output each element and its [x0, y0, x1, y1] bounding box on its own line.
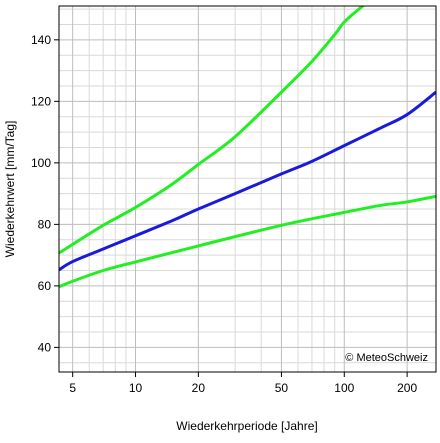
x-tick-label: 5	[69, 381, 76, 395]
y-tick-label: 140	[31, 33, 51, 47]
y-tick-label: 40	[38, 340, 52, 354]
y-tick-label: 80	[38, 217, 52, 231]
y-tick-label: 100	[31, 156, 51, 170]
y-tick-label: 120	[31, 94, 51, 108]
copyright-annotation: © MeteoSchweiz	[345, 352, 428, 364]
lower-curve	[59, 194, 436, 289]
x-tick-label: 10	[129, 381, 143, 395]
x-axis: 5 10 20 50 100 200	[69, 372, 417, 395]
x-tick-label: 50	[275, 381, 289, 395]
x-tick-label: 200	[397, 381, 417, 395]
y-axis: 40 60 80 100 120 140	[31, 33, 59, 354]
upper-curve	[59, 6, 366, 255]
minor-grid	[59, 6, 436, 372]
x-tick-label: 20	[192, 381, 206, 395]
estimate-curve	[59, 90, 436, 272]
x-axis-title: Wiederkehrperiode [Jahre]	[176, 419, 317, 433]
y-axis-title: Wiederkehrwert [mm/Tag]	[3, 121, 17, 258]
x-tick-label: 100	[334, 381, 354, 395]
plot-frame	[58, 5, 437, 373]
major-grid	[59, 6, 436, 372]
y-tick-label: 60	[38, 279, 52, 293]
series-layer	[59, 6, 436, 289]
